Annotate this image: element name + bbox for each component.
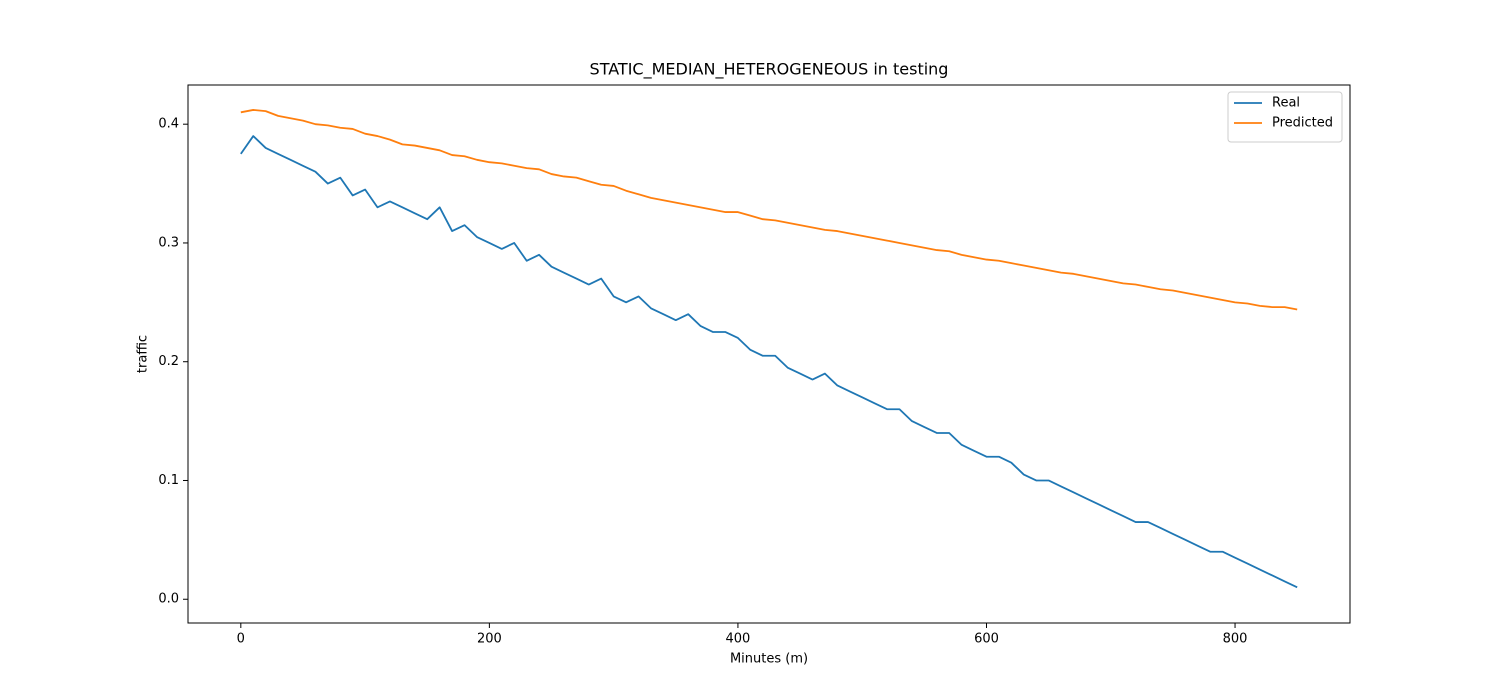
line-series (240, 135, 1298, 589)
legend-label: Real (1272, 96, 1300, 111)
x-tick-label: 400 (726, 632, 751, 647)
x-tick-label: 200 (477, 632, 502, 647)
x-axis-label: Minutes (m) (730, 652, 808, 667)
legend-label: Predicted (1272, 116, 1333, 131)
y-tick-label: 0.2 (158, 354, 179, 369)
plot-frame (187, 84, 1351, 624)
y-tick-label: 0.0 (158, 592, 179, 607)
y-tick-label: 0.4 (158, 117, 179, 132)
chart-title: STATIC_MEDIAN_HETEROGENEOUS in testing (590, 60, 949, 80)
y-axis-label: traffic (136, 335, 151, 373)
line-series (240, 109, 1298, 311)
legend-box (1227, 91, 1343, 143)
x-tick-label: 600 (974, 632, 999, 647)
x-tick-label: 800 (1223, 632, 1248, 647)
y-tick-label: 0.3 (158, 235, 179, 250)
y-tick-label: 0.1 (158, 473, 179, 488)
x-tick-label: 0 (237, 632, 245, 647)
